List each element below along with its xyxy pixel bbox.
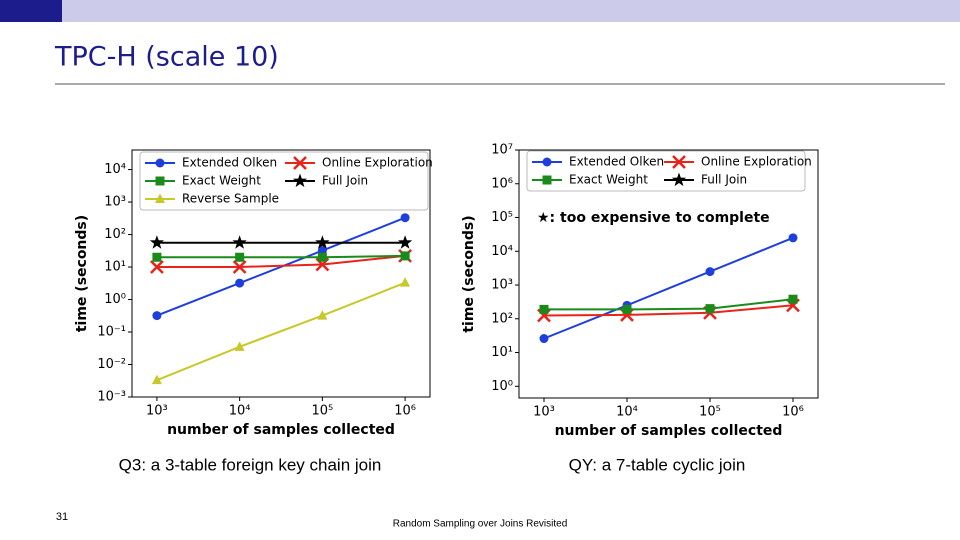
marker — [293, 156, 307, 170]
series-line — [543, 236, 794, 340]
marker — [150, 260, 164, 274]
series-line — [156, 281, 406, 382]
marker — [400, 213, 410, 223]
y-tick-label: 10⁴ — [491, 244, 513, 259]
caption: Q3: a 3-table foreign key chain join — [119, 455, 382, 474]
legend-label: Extended Olken — [182, 156, 277, 170]
x-axis-label: number of samples collected — [167, 422, 395, 438]
x-tick-label: 10⁵ — [699, 405, 721, 420]
x-tick-label: 10⁵ — [311, 404, 333, 419]
plot-frame — [518, 149, 819, 399]
marker — [232, 235, 247, 249]
marker — [235, 252, 245, 262]
series-line — [543, 304, 794, 317]
marker — [152, 311, 162, 321]
y-tick-label: 10⁰ — [491, 379, 513, 394]
y-tick-label: 10⁻² — [97, 357, 126, 372]
legend-label: Online Exploration — [322, 156, 433, 170]
legend-label: Reverse Sample — [182, 192, 279, 206]
marker — [539, 304, 549, 314]
marker — [152, 252, 162, 262]
x-tick-label: 10⁶ — [394, 404, 416, 419]
legend-label: Online Exploration — [701, 155, 812, 169]
legend-box — [139, 151, 429, 211]
y-tick-label: 10² — [491, 311, 513, 326]
x-tick-label: 10⁶ — [782, 405, 804, 420]
marker — [400, 277, 411, 287]
plot-frame — [131, 149, 431, 398]
marker — [398, 235, 413, 249]
top-block — [0, 0, 62, 22]
annotation: ★: too expensive to complete — [537, 210, 770, 226]
marker — [315, 235, 330, 249]
marker — [400, 251, 410, 261]
y-axis-label: time (seconds) — [461, 215, 477, 332]
marker — [788, 233, 798, 243]
y-tick-label: 10⁻³ — [97, 390, 126, 405]
page-number: 31 — [56, 511, 68, 523]
slide-title: TPC-H (scale 10) — [54, 42, 279, 73]
x-tick-label: 10³ — [146, 404, 168, 419]
top-band — [0, 0, 960, 22]
legend-label: Full Join — [322, 174, 368, 188]
marker — [234, 341, 245, 351]
series-line — [156, 254, 406, 259]
marker — [235, 278, 245, 288]
marker — [232, 260, 247, 274]
legend-label: Full Join — [701, 173, 747, 187]
marker — [155, 158, 165, 168]
marker — [622, 304, 632, 314]
marker — [788, 294, 798, 304]
series-line — [156, 216, 406, 317]
legend-label: Extended Olken — [569, 155, 664, 169]
y-tick-label: 10⁰ — [104, 292, 126, 307]
y-axis-label: time (seconds) — [74, 215, 90, 332]
y-tick-label: 10³ — [491, 278, 513, 293]
y-tick-label: 10⁵ — [491, 210, 513, 225]
marker — [317, 310, 328, 320]
y-tick-label: 10⁴ — [104, 162, 126, 177]
x-tick-label: 10³ — [533, 405, 555, 420]
marker — [542, 157, 552, 167]
y-tick-label: 10⁶ — [491, 176, 513, 191]
y-tick-label: 10² — [104, 227, 126, 242]
marker — [539, 334, 549, 344]
y-tick-label: 10⁻¹ — [97, 325, 126, 340]
caption: QY: a 7-table cyclic join — [569, 455, 746, 474]
marker — [672, 155, 686, 169]
x-axis-label: number of samples collected — [555, 423, 783, 439]
marker — [151, 374, 162, 385]
footer: Random Sampling over Joins Revisited — [393, 519, 568, 530]
series-line — [156, 254, 406, 268]
marker — [705, 304, 715, 314]
y-tick-label: 10³ — [104, 195, 126, 210]
y-tick-label: 10¹ — [491, 345, 513, 360]
marker — [705, 267, 715, 277]
marker — [155, 176, 165, 186]
legend-label: Exact Weight — [182, 174, 261, 188]
y-tick-label: 10¹ — [104, 260, 126, 275]
x-tick-label: 10⁴ — [616, 405, 638, 420]
marker — [155, 193, 165, 203]
marker — [542, 175, 552, 185]
legend-label: Exact Weight — [569, 173, 648, 187]
marker — [671, 172, 687, 187]
legend-box — [526, 150, 806, 192]
y-tick-label: 10⁷ — [491, 143, 513, 158]
x-tick-label: 10⁴ — [229, 404, 251, 419]
marker — [149, 235, 164, 249]
marker — [292, 173, 308, 188]
series-line — [544, 298, 794, 311]
marker — [317, 252, 327, 262]
